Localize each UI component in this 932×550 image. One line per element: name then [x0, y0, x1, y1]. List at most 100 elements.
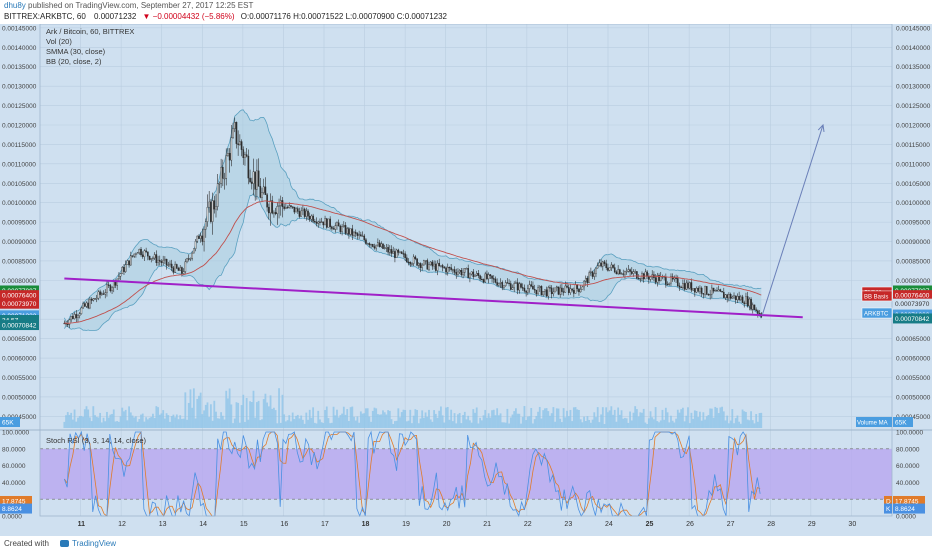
candle-body: [244, 154, 246, 158]
change-text: ▼ −0.00004432 (−5.86%): [142, 12, 235, 21]
candle-body: [501, 282, 504, 288]
x-tick-label: 19: [402, 521, 410, 528]
volume-bar: [436, 417, 439, 428]
volume-bar: [102, 417, 105, 428]
candle-body: [729, 294, 732, 299]
y-tick-label-right: 0.00095000: [896, 220, 931, 227]
candle-body: [603, 261, 606, 264]
volume-bar: [114, 421, 117, 428]
volume-bar: [354, 420, 357, 428]
candle-body: [378, 242, 381, 247]
volume-bar: [666, 412, 669, 428]
volume-bar: [738, 421, 741, 428]
candle-body: [80, 307, 83, 314]
candle-body: [196, 235, 199, 242]
volume-bar: [681, 407, 684, 428]
volume-bar: [434, 413, 437, 428]
volume-bar: [293, 419, 296, 428]
volume-bar: [175, 414, 178, 428]
chart-area[interactable]: 0.00145000 0.00145000 0.00140000 0.00140000…: [0, 23, 932, 538]
volume-bar: [574, 407, 577, 428]
chart-svg[interactable]: 0.00145000 0.00145000 0.00140000 0.00140000…: [0, 23, 932, 538]
volume-bar: [261, 419, 263, 428]
volume-bar: [653, 419, 655, 428]
candle-body: [477, 273, 480, 276]
candle-body: [353, 231, 355, 236]
volume-bar: [351, 406, 354, 428]
candle-body: [455, 272, 458, 275]
candle-body: [515, 282, 517, 284]
volume-bar: [664, 407, 667, 428]
candle-body: [470, 271, 473, 275]
volume-bar: [753, 423, 756, 428]
volume-bar: [126, 420, 129, 428]
volume-bar: [760, 412, 763, 428]
candle-body: [310, 215, 313, 220]
volume-bar: [313, 422, 316, 428]
candle-body: [590, 271, 592, 273]
candle-body: [542, 290, 544, 296]
candle-body: [709, 294, 711, 296]
volume-bar: [610, 406, 613, 428]
candle-body: [719, 289, 722, 292]
volume-bar: [480, 420, 483, 428]
candle-body: [283, 206, 285, 209]
volume-bar: [748, 420, 751, 428]
candle-body: [716, 290, 718, 292]
candle-body: [276, 206, 279, 215]
candle-body: [89, 298, 91, 309]
candle-body: [610, 264, 613, 268]
candle-body: [366, 243, 369, 245]
volume-bar: [618, 414, 621, 428]
volume-bar: [583, 416, 585, 428]
candle-body: [666, 284, 669, 286]
volume-bar: [714, 406, 717, 428]
volume-bar: [363, 413, 366, 428]
projection-arrowhead: [817, 123, 825, 133]
volume-bar: [429, 419, 432, 428]
volume-bar: [85, 406, 88, 428]
candle-body: [158, 259, 161, 262]
volume-bar: [179, 415, 182, 428]
author-link[interactable]: dhu8y: [4, 1, 26, 10]
candle-body: [262, 186, 265, 193]
volume-bar: [750, 411, 752, 428]
volume-bar: [504, 422, 507, 428]
volume-bar: [182, 418, 185, 428]
candle-body: [199, 235, 202, 239]
candle-body: [177, 268, 180, 271]
x-tick-label: 29: [808, 521, 816, 528]
volume-bar: [138, 419, 141, 428]
candle-body: [743, 302, 746, 305]
candle-body: [198, 235, 200, 239]
candle-body: [433, 263, 435, 267]
candle-body: [259, 186, 262, 198]
volume-bar: [250, 402, 253, 428]
volume-bar: [654, 407, 657, 428]
candle-body: [714, 290, 717, 292]
candle-body: [409, 262, 412, 265]
volume-bar: [441, 415, 444, 428]
volume-bar: [477, 423, 480, 428]
volume-bar: [540, 418, 543, 428]
volume-bar: [491, 410, 493, 428]
volume-bar: [448, 419, 451, 428]
candle-body: [346, 228, 349, 234]
volume-bar: [286, 420, 289, 428]
right-price-tag: [893, 313, 932, 324]
candle-body: [707, 294, 710, 296]
volume-bar: [310, 417, 313, 428]
tradingview-logo[interactable]: TradingView: [60, 539, 116, 548]
volume-bar: [95, 417, 98, 428]
volume-bar: [281, 394, 284, 428]
candle-body: [435, 263, 437, 271]
volume-bar: [661, 409, 664, 428]
candle-body: [348, 228, 350, 235]
candle-body: [278, 205, 280, 207]
rsi-k-value-tag: [893, 503, 925, 514]
projection-arrow: [761, 123, 825, 316]
candle-body: [682, 283, 684, 288]
volume-bar: [513, 411, 516, 428]
candle-body: [465, 268, 468, 270]
volume-bar: [739, 423, 742, 428]
